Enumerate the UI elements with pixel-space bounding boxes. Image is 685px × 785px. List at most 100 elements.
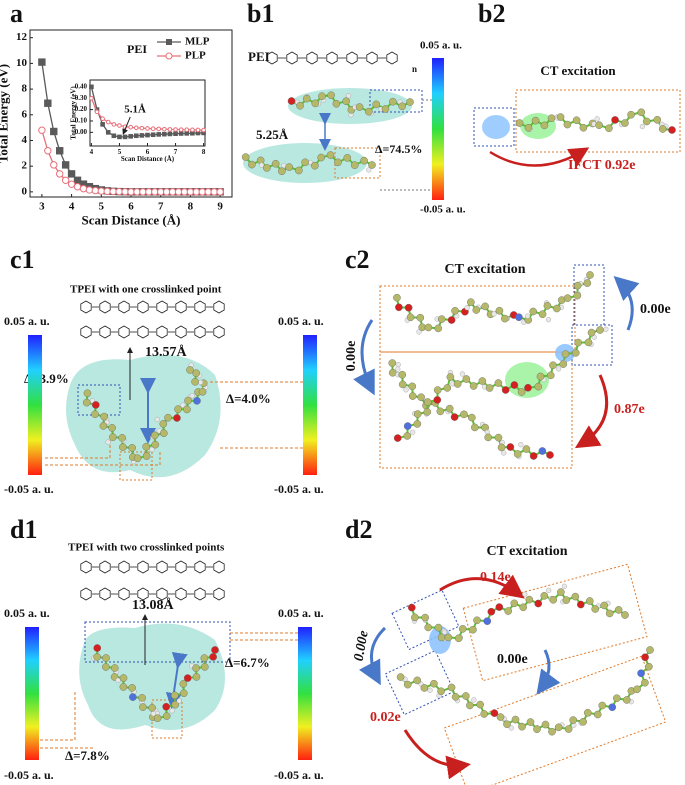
ring bbox=[80, 587, 92, 601]
atom bbox=[128, 444, 136, 452]
atom bbox=[395, 366, 401, 372]
x-tick-label: 7 bbox=[174, 148, 178, 156]
transfer-arrow bbox=[439, 574, 525, 599]
atom bbox=[596, 326, 604, 334]
atom bbox=[526, 718, 535, 726]
donor-box bbox=[473, 107, 515, 147]
atom bbox=[541, 720, 550, 729]
panel-title: TPEI with one crosslinked point bbox=[70, 284, 222, 296]
marker bbox=[56, 170, 64, 178]
atom bbox=[458, 625, 467, 633]
transfer-label: 0.00e bbox=[640, 302, 671, 317]
atom bbox=[407, 603, 416, 612]
atom bbox=[561, 583, 568, 589]
atom bbox=[278, 167, 286, 176]
ring bbox=[137, 300, 149, 314]
ring bbox=[175, 325, 187, 339]
atom bbox=[148, 704, 156, 712]
atom bbox=[594, 116, 600, 122]
atom bbox=[639, 123, 645, 130]
atom bbox=[211, 646, 219, 654]
marker bbox=[50, 127, 58, 136]
atom bbox=[411, 613, 419, 622]
atom bbox=[453, 380, 462, 388]
atom bbox=[332, 99, 341, 108]
atom bbox=[151, 440, 160, 449]
atom bbox=[133, 454, 142, 463]
atom bbox=[608, 703, 617, 712]
distance-label: 5.25Å bbox=[256, 127, 289, 142]
ring bbox=[175, 587, 187, 601]
ring bbox=[213, 325, 225, 339]
atom bbox=[192, 369, 200, 378]
atom bbox=[554, 723, 563, 732]
atom bbox=[605, 609, 614, 618]
atom bbox=[600, 601, 609, 610]
ring bbox=[137, 325, 149, 339]
region-box bbox=[443, 655, 667, 785]
x-tick-label: 6 bbox=[146, 148, 150, 156]
atom bbox=[413, 410, 422, 418]
atom bbox=[118, 434, 126, 442]
marker bbox=[38, 126, 46, 134]
atom bbox=[573, 281, 582, 290]
surface bbox=[79, 623, 225, 730]
x-tick-label: 4 bbox=[69, 200, 75, 212]
atom bbox=[360, 156, 368, 165]
atom bbox=[546, 451, 554, 459]
atom bbox=[430, 679, 438, 688]
transfer-arrow bbox=[353, 319, 375, 396]
atom bbox=[176, 698, 182, 704]
region-box bbox=[571, 324, 613, 366]
transfer-arrow bbox=[536, 649, 561, 695]
marker bbox=[192, 188, 201, 196]
atom bbox=[561, 350, 570, 358]
atom bbox=[641, 653, 649, 662]
ring bbox=[118, 300, 130, 314]
atom bbox=[574, 338, 583, 347]
atom bbox=[621, 119, 629, 127]
atom bbox=[91, 401, 100, 409]
atom bbox=[343, 154, 352, 162]
atom bbox=[150, 711, 157, 717]
atom bbox=[563, 294, 572, 302]
atom bbox=[427, 687, 433, 693]
atom bbox=[646, 646, 654, 654]
ring bbox=[99, 300, 111, 314]
atom bbox=[501, 450, 507, 456]
panel-b2: CT excitation IFCT 0.92e bbox=[473, 63, 681, 173]
colorbar-max: 0.05 a. u. bbox=[278, 314, 324, 328]
atom bbox=[645, 662, 653, 671]
atom bbox=[547, 114, 556, 123]
connector bbox=[40, 632, 300, 749]
atom bbox=[142, 452, 151, 460]
atom bbox=[436, 407, 445, 416]
transfer-arrow bbox=[358, 626, 387, 686]
marker bbox=[198, 188, 206, 196]
y-tick-label: 0.00 bbox=[75, 128, 88, 136]
atom bbox=[546, 587, 552, 593]
ring bbox=[118, 560, 130, 574]
atom bbox=[388, 368, 397, 377]
panel-label: c1 bbox=[10, 245, 35, 274]
transfer-label: IFCT 0.92e bbox=[568, 158, 635, 173]
atom bbox=[420, 684, 429, 692]
atom bbox=[93, 644, 102, 652]
atom bbox=[421, 613, 429, 622]
atom bbox=[437, 315, 446, 323]
atom bbox=[287, 97, 296, 105]
panel-label: d2 bbox=[345, 515, 372, 544]
atom bbox=[100, 412, 108, 421]
atom bbox=[557, 588, 565, 596]
atom bbox=[491, 311, 497, 317]
legend-marker bbox=[165, 52, 173, 60]
x-tick-label: 3 bbox=[39, 200, 45, 212]
atom bbox=[413, 676, 422, 685]
atom bbox=[301, 158, 309, 167]
distance-label: 13.57Å bbox=[145, 344, 188, 360]
atom bbox=[173, 414, 181, 422]
atom bbox=[469, 625, 477, 634]
x-axis-label: Scan Distance (Å) bbox=[82, 213, 181, 228]
region-box bbox=[379, 285, 576, 353]
atom bbox=[437, 633, 446, 642]
